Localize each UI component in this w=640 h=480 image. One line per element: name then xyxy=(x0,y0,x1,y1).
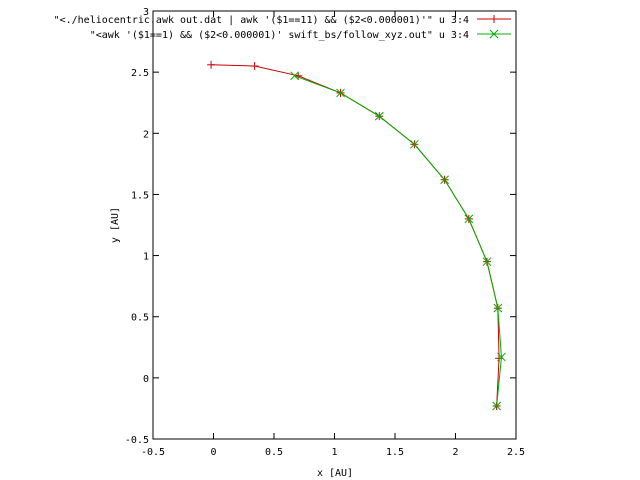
data-point xyxy=(464,214,474,224)
legend-sample-marker xyxy=(489,29,499,39)
y-tick-label: 2.5 xyxy=(131,68,149,79)
series-2 xyxy=(290,71,506,411)
y-axis: -0.5 0 0.5 1 1.5 2 2.5 3 xyxy=(125,7,516,446)
legend: "<./heliocentric.awk out.dat | awk '($1=… xyxy=(54,15,511,41)
data-point xyxy=(410,139,419,149)
data-point xyxy=(492,401,501,411)
x-tick-label: 0.5 xyxy=(265,447,283,458)
y-axis-label: y [AU] xyxy=(110,207,121,243)
data-point xyxy=(440,175,449,185)
data-point xyxy=(497,352,506,362)
legend-label-1: "<./heliocentric.awk out.dat | awk '($1=… xyxy=(54,15,469,26)
data-point xyxy=(290,71,299,81)
data-point xyxy=(374,111,384,121)
series-line xyxy=(294,75,502,407)
x-tick-label: 2.5 xyxy=(507,447,525,458)
x-tick-label: 0 xyxy=(210,447,216,458)
y-tick-label: 3 xyxy=(143,7,149,18)
legend-label-2: "<awk '($1==1) && ($2<0.000001)' swift_b… xyxy=(90,30,469,41)
y-tick-label: 1 xyxy=(143,252,149,263)
plot-frame xyxy=(152,10,517,440)
x-axis-label: x [AU] xyxy=(317,468,353,479)
legend-sample-marker xyxy=(490,15,498,23)
x-tick-label: 1.5 xyxy=(386,447,404,458)
series-line xyxy=(211,64,500,407)
y-tick-label: -0.5 xyxy=(125,435,149,446)
data-point xyxy=(250,62,259,71)
x-axis: -0.5 0 0.5 1 1.5 2 2.5 xyxy=(141,11,525,458)
data-point xyxy=(482,257,492,267)
x-tick-label: -0.5 xyxy=(141,447,165,458)
data-point xyxy=(207,60,216,69)
series-1 xyxy=(207,60,504,410)
data-point xyxy=(493,303,503,313)
data-point xyxy=(336,88,345,98)
y-tick-label: 0.5 xyxy=(131,313,149,324)
y-tick-label: 2 xyxy=(143,129,149,140)
x-tick-label: 2 xyxy=(452,447,458,458)
y-tick-label: 0 xyxy=(143,374,149,385)
x-tick-label: 1 xyxy=(331,447,337,458)
y-tick-label: 1.5 xyxy=(131,190,149,201)
series-layer xyxy=(207,60,506,411)
